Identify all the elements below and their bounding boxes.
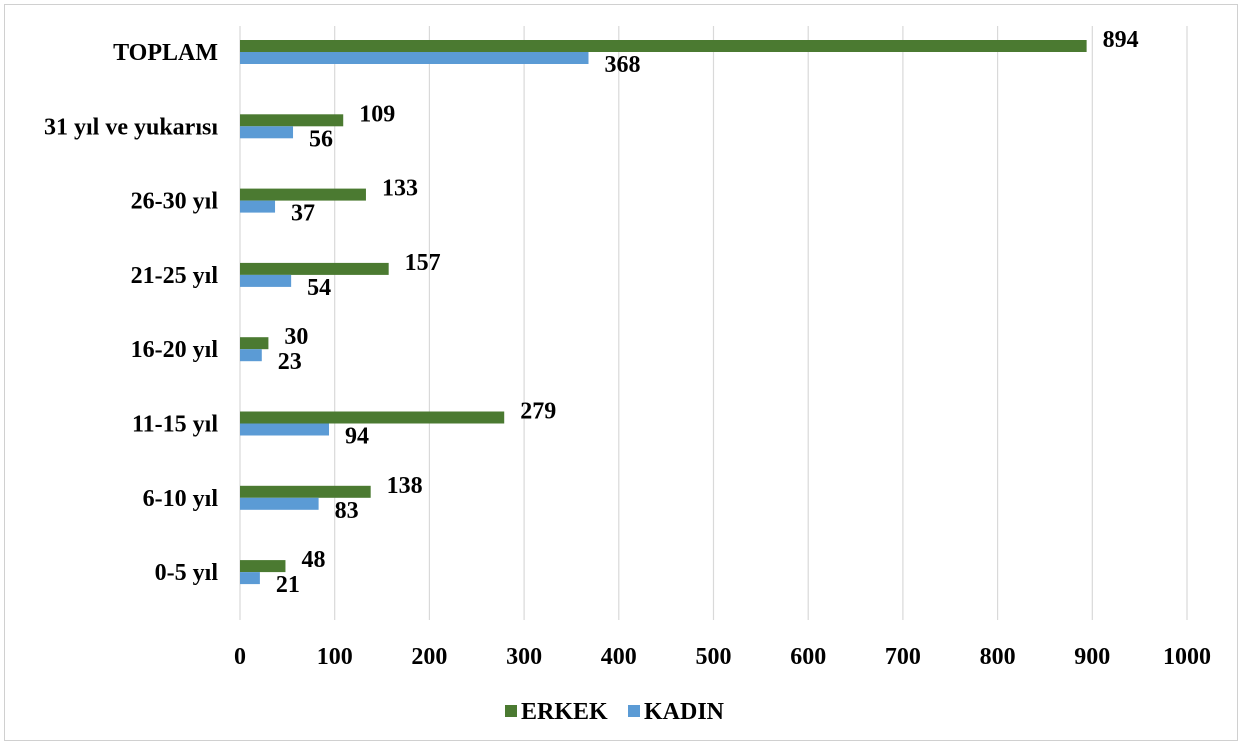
legend-swatch-erkek [505, 705, 517, 717]
x-tick-label: 600 [790, 644, 826, 670]
x-tick-label: 900 [1074, 644, 1110, 670]
bar-erkek [240, 40, 1087, 52]
x-tick-labels: 0 100 200 300 400 500 600 700 800 900 1000 [234, 644, 1211, 670]
bar-kadin [240, 200, 276, 213]
category-label: 11-15 yıl [132, 412, 218, 438]
bar-erkek [240, 262, 389, 275]
data-label-kadin: 94 [345, 424, 369, 450]
chart-frame [4, 4, 1238, 741]
x-tick-label: 300 [506, 644, 542, 670]
data-label-erkek: 157 [405, 250, 441, 276]
category-label: 31 yıl ve yukarısı [44, 114, 218, 140]
data-label-erkek: 48 [301, 547, 325, 573]
bar-kadin [240, 126, 294, 139]
data-label-erkek: 138 [387, 473, 423, 499]
data-label-erkek: 279 [520, 399, 556, 425]
data-label-erkek: 109 [359, 101, 395, 127]
legend-swatch-kadin [628, 705, 640, 717]
category-label: 0-5 yıl [155, 560, 219, 586]
legend-label-erkek: ERKEK [521, 699, 608, 725]
bar-kadin [240, 423, 330, 436]
data-label-kadin: 54 [307, 275, 331, 301]
legend: ERKEK KADIN [505, 699, 725, 725]
category-label: 16-20 yıl [131, 337, 219, 363]
x-tick-label: 500 [696, 644, 732, 670]
x-tick-label: 0 [234, 644, 246, 670]
x-tick-label: 200 [411, 644, 447, 670]
bar-kadin [240, 572, 260, 585]
bars [240, 40, 1087, 585]
category-labels: 0-5 yıl 6-10 yıl 11-15 yıl 16-20 yıl 21-25 y… [44, 40, 218, 586]
bar-kadin [240, 52, 589, 64]
category-label: 21-25 yıl [131, 263, 219, 289]
legend-label-kadin: KADIN [644, 699, 725, 725]
bar-kadin [240, 497, 319, 510]
data-label-erkek: 133 [382, 176, 418, 202]
bar-kadin [240, 349, 262, 362]
category-label: 6-10 yıl [143, 486, 219, 512]
x-tick-label: 400 [601, 644, 637, 670]
x-tick-label: 100 [317, 644, 353, 670]
data-label-erkek: 894 [1103, 27, 1139, 53]
bar-erkek [240, 114, 344, 127]
data-label-kadin: 368 [604, 52, 640, 78]
x-tick-label: 800 [980, 644, 1016, 670]
data-label-kadin: 21 [276, 572, 300, 598]
bar-kadin [240, 274, 292, 287]
bar-erkek [240, 411, 505, 424]
x-tick-label: 700 [885, 644, 921, 670]
category-label: TOPLAM [113, 40, 218, 66]
category-label: 26-30 yıl [131, 189, 219, 215]
bar-erkek [240, 485, 371, 498]
bar-erkek [240, 560, 286, 573]
data-label-erkek: 30 [284, 324, 308, 350]
bar-erkek [240, 188, 366, 201]
data-label-kadin: 56 [309, 126, 333, 152]
x-tick-label: 1000 [1163, 644, 1211, 670]
data-label-kadin: 83 [335, 498, 359, 524]
data-label-kadin: 37 [291, 201, 315, 227]
data-label-kadin: 23 [278, 349, 302, 375]
bar-erkek [240, 337, 269, 350]
